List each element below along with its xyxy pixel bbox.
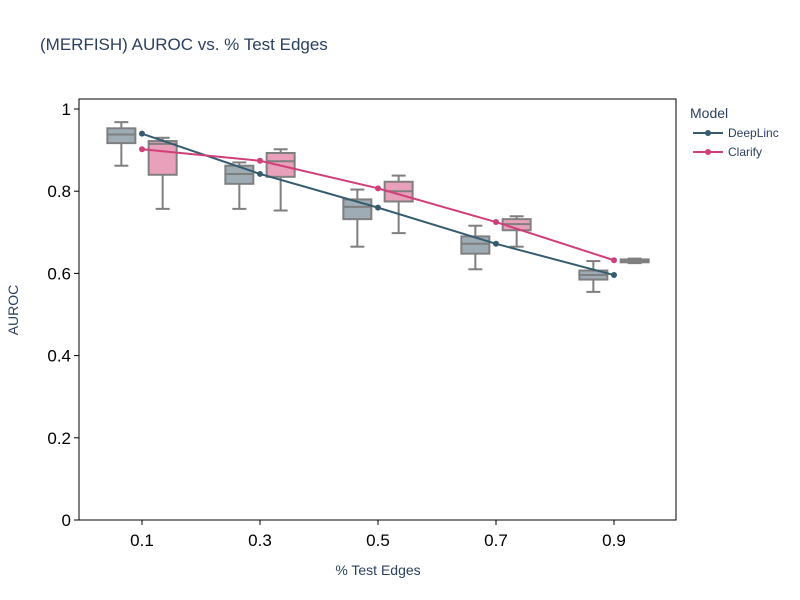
x-tick-label: 0.3 [248,531,272,550]
point-clarify [611,257,617,264]
box-deeplinc-0.1 [106,121,137,167]
point-deeplinc [257,170,263,177]
chart-title: (MERFISH) AUROC vs. % Test Edges [40,35,328,54]
box-deeplinc-0.7 [460,224,491,271]
point-deeplinc [493,240,499,247]
x-tick-label: 0.7 [484,531,508,550]
box-clarify-0.9 [619,257,650,265]
legend-title: Model [690,105,728,121]
box-clarify-0.3 [265,148,296,212]
box-clarify-0.1 [147,136,178,210]
legend-swatch-marker [705,130,711,136]
y-tick-label: 0.8 [47,182,71,201]
point-deeplinc [139,130,145,137]
x-tick-label: 0.9 [602,531,626,550]
mean-lines [139,130,617,279]
legend: Model DeepLinc Clarify [690,105,779,159]
y-axis-title: AUROC [5,285,21,336]
point-clarify [375,185,381,192]
y-tick-label: 1 [62,100,71,119]
y-tick-label: 0 [62,511,71,530]
box-iqr [106,127,137,145]
y-axis: 0 0.2 0.4 0.6 0.8 1 [47,100,79,530]
point-clarify [139,146,145,153]
legend-label: DeepLinc [728,126,779,140]
plot-area-frame [78,98,677,521]
y-tick-label: 0.2 [47,429,71,448]
point-clarify [257,157,263,164]
x-axis: 0.1 0.3 0.5 0.7 0.9 [130,520,626,550]
legend-items: DeepLinc Clarify [693,126,779,159]
x-axis-title: % Test Edges [335,562,420,578]
legend-item-clarify[interactable]: Clarify [693,145,762,159]
y-tick-label: 0.6 [47,264,71,283]
point-deeplinc [375,204,381,211]
x-tick-label: 0.1 [130,531,154,550]
legend-item-deeplinc[interactable]: DeepLinc [693,126,779,140]
point-clarify [493,219,499,226]
legend-swatch-marker [705,149,711,155]
x-tick-label: 0.5 [366,531,390,550]
point-deeplinc [611,272,617,279]
legend-label: Clarify [728,145,762,159]
y-tick-label: 0.4 [47,347,71,366]
box-iqr [147,140,178,176]
box-iqr [460,235,491,255]
